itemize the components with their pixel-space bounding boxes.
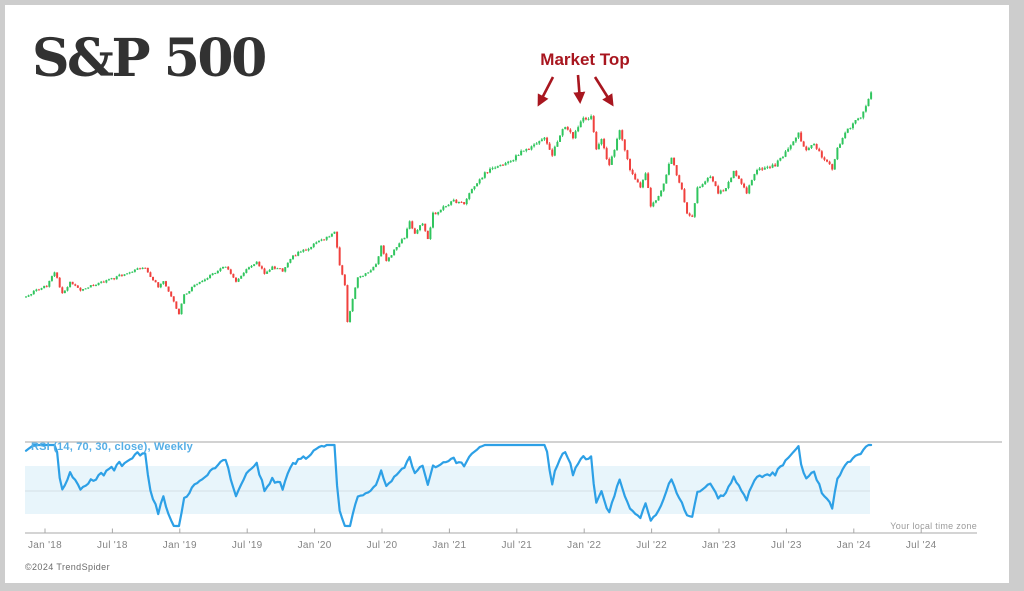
- x-tick-label: Jan '21: [432, 540, 466, 551]
- x-tick-label: Jul '22: [636, 540, 667, 551]
- x-tick-label: Jul '20: [367, 540, 398, 551]
- rsi-indicator-label[interactable]: RSI (14, 70, 30, close), Weekly: [31, 441, 193, 453]
- chart-canvas[interactable]: Jan '18 Jul '18 Jan '19 Jul '19 Jan '20 Jul '…: [5, 5, 1009, 583]
- x-tick-label: Jan '19: [163, 540, 197, 551]
- x-tick-label: Jul '18: [97, 540, 128, 551]
- x-tick-label: Jan '22: [567, 540, 601, 551]
- x-tick-label: Jan '20: [298, 540, 332, 551]
- rsi-line: [24, 443, 873, 528]
- chart-title: S&P 500: [32, 28, 267, 89]
- x-tick-label: Jan '23: [702, 540, 736, 551]
- x-tick-label: Jan '24: [837, 540, 871, 551]
- x-axis[interactable]: Jan '18 Jul '18 Jan '19 Jul '19 Jan '20 Jul '…: [25, 528, 977, 552]
- x-tick-label: Jan '18: [28, 540, 62, 551]
- x-tick-label: Jul '24: [906, 540, 937, 551]
- market-top-arrows: [537, 74, 614, 107]
- rsi-band: [25, 466, 870, 514]
- x-tick-label: Jul '19: [232, 540, 263, 551]
- market-top-arrow-middle: [573, 74, 586, 104]
- copyright-label: ©2024 TrendSpider: [25, 562, 110, 572]
- market-top-arrow-left: [537, 76, 555, 107]
- trendspider-chart-window: S&P 500 Market Top Jan '18 Jul '18 Jan '19…: [5, 5, 1009, 583]
- market-top-label: Market Top: [540, 50, 630, 69]
- x-tick-label: Jul '23: [771, 540, 802, 551]
- candlestick-series: [25, 91, 873, 323]
- x-tick-label: Jul '21: [501, 540, 532, 551]
- market-top-arrow-right: [593, 76, 614, 107]
- timezone-note[interactable]: Your local time zone: [890, 521, 977, 531]
